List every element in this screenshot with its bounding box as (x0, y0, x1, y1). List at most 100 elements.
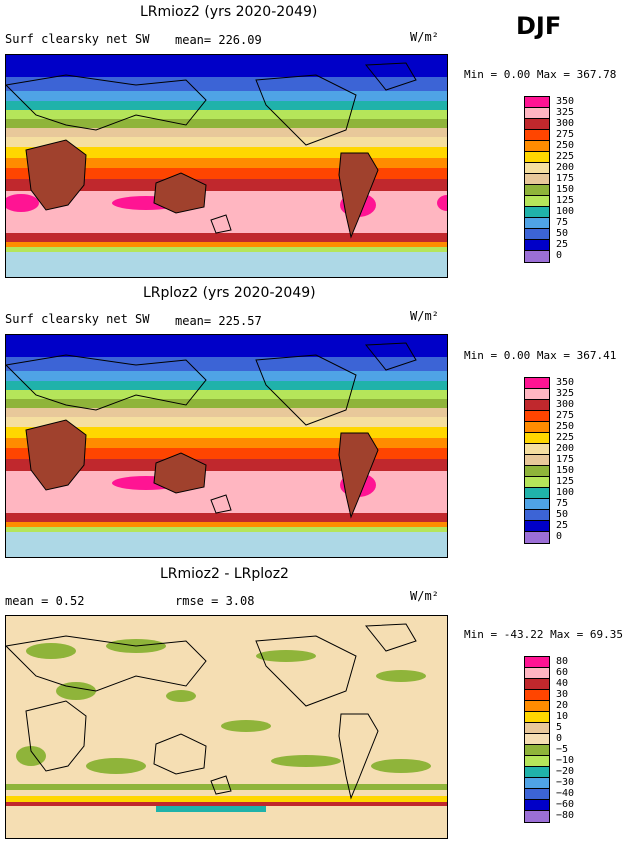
colorbar-label: 350 (556, 377, 575, 388)
panel-2-mean: mean= 225.57 (175, 314, 262, 328)
colorbar-swatch (525, 444, 549, 455)
colorbar-label: 200 (556, 162, 575, 173)
colorbar-label: 325 (556, 107, 575, 118)
colorbar-label: 250 (556, 140, 575, 151)
colorbar-swatch (525, 723, 549, 734)
colorbar-swatch (525, 163, 549, 174)
colorbar-swatch (525, 378, 549, 389)
colorbar-label: 10 (556, 711, 569, 722)
panel-1-map (5, 54, 448, 278)
colorbar-swatch (525, 196, 549, 207)
colorbar-label: 75 (556, 217, 569, 228)
colorbar-swatch (525, 521, 549, 532)
colorbar-swatch (525, 488, 549, 499)
colorbar-label: 60 (556, 667, 569, 678)
colorbar-swatch (525, 789, 549, 800)
colorbar-label: −40 (556, 788, 575, 799)
colorbar-label: 25 (556, 520, 569, 531)
colorbar-label: 80 (556, 656, 569, 667)
panel-1-title: LRmioz2 (yrs 2020-2049) (140, 4, 318, 20)
colorbar-swatch (525, 422, 549, 433)
panel-3-mean: mean = 0.52 (5, 594, 85, 608)
colorbar-label: 50 (556, 509, 569, 520)
colorbar-label: 200 (556, 443, 575, 454)
panel-3-colorbar (524, 656, 550, 823)
panel-2-map (5, 334, 448, 558)
colorbar-label: 150 (556, 465, 575, 476)
colorbar-swatch (525, 400, 549, 411)
colorbar-swatch (525, 130, 549, 141)
panel-1-mean: mean= 226.09 (175, 33, 262, 47)
colorbar-label: 100 (556, 487, 575, 498)
colorbar-swatch (525, 734, 549, 745)
colorbar-swatch (525, 668, 549, 679)
colorbar-swatch (525, 532, 549, 543)
panel-2-units: W/m² (410, 309, 439, 323)
colorbar-label: 225 (556, 151, 575, 162)
colorbar-swatch (525, 811, 549, 822)
colorbar-label: 100 (556, 206, 575, 217)
colorbar-label: 275 (556, 129, 575, 140)
panel-3-units: W/m² (410, 589, 439, 603)
colorbar-label: −80 (556, 810, 575, 821)
panel-1-variable: Surf clearsky net SW (5, 32, 150, 46)
colorbar-label: 40 (556, 678, 569, 689)
panel-3-title: LRmioz2 - LRploz2 (160, 566, 289, 582)
colorbar-swatch (525, 433, 549, 444)
season-label: DJF (516, 12, 562, 40)
colorbar-swatch (525, 499, 549, 510)
panel-3-rmse: rmse = 3.08 (175, 594, 255, 608)
colorbar-label: 175 (556, 454, 575, 465)
colorbar-label: 30 (556, 689, 569, 700)
colorbar-swatch (525, 174, 549, 185)
colorbar-label: 0 (556, 250, 563, 261)
colorbar-swatch (525, 218, 549, 229)
panel-2-colorbar (524, 377, 550, 544)
colorbar-swatch (525, 207, 549, 218)
colorbar-swatch (525, 97, 549, 108)
colorbar-label: 275 (556, 410, 575, 421)
colorbar-swatch (525, 477, 549, 488)
colorbar-label: 5 (556, 722, 563, 733)
panel-3-minmax: Min = -43.22 Max = 69.35 (464, 628, 623, 641)
colorbar-swatch (525, 389, 549, 400)
colorbar-label: −30 (556, 777, 575, 788)
colorbar-swatch (525, 119, 549, 130)
colorbar-label: 125 (556, 476, 575, 487)
colorbar-swatch (525, 141, 549, 152)
colorbar-label: 20 (556, 700, 569, 711)
colorbar-swatch (525, 657, 549, 668)
colorbar-swatch (525, 712, 549, 723)
colorbar-label: −10 (556, 755, 575, 766)
colorbar-swatch (525, 108, 549, 119)
panel-2-minmax: Min = 0.00 Max = 367.41 (464, 349, 617, 362)
panel-2-title: LRploz2 (yrs 2020-2049) (143, 285, 316, 301)
colorbar-label: 175 (556, 173, 575, 184)
colorbar-swatch (525, 745, 549, 756)
colorbar-label: 0 (556, 733, 563, 744)
colorbar-swatch (525, 466, 549, 477)
colorbar-swatch (525, 778, 549, 789)
colorbar-swatch (525, 756, 549, 767)
panel-2-variable: Surf clearsky net SW (5, 312, 150, 326)
colorbar-swatch (525, 411, 549, 422)
colorbar-swatch (525, 229, 549, 240)
colorbar-swatch (525, 251, 549, 262)
colorbar-label: −5 (556, 744, 569, 755)
colorbar-swatch (525, 510, 549, 521)
colorbar-label: 125 (556, 195, 575, 206)
colorbar-label: 300 (556, 118, 575, 129)
colorbar-label: 25 (556, 239, 569, 250)
colorbar-swatch (525, 679, 549, 690)
colorbar-swatch (525, 690, 549, 701)
panel-1-units: W/m² (410, 30, 439, 44)
panel-1-colorbar (524, 96, 550, 263)
colorbar-swatch (525, 767, 549, 778)
colorbar-label: −20 (556, 766, 575, 777)
colorbar-label: −60 (556, 799, 575, 810)
colorbar-swatch (525, 701, 549, 712)
colorbar-label: 0 (556, 531, 563, 542)
colorbar-swatch (525, 455, 549, 466)
colorbar-swatch (525, 240, 549, 251)
panel-3-map (5, 615, 448, 839)
